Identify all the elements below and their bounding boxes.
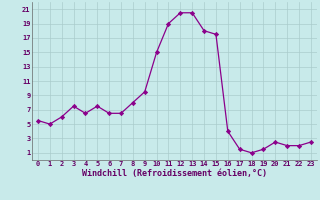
X-axis label: Windchill (Refroidissement éolien,°C): Windchill (Refroidissement éolien,°C) <box>82 169 267 178</box>
